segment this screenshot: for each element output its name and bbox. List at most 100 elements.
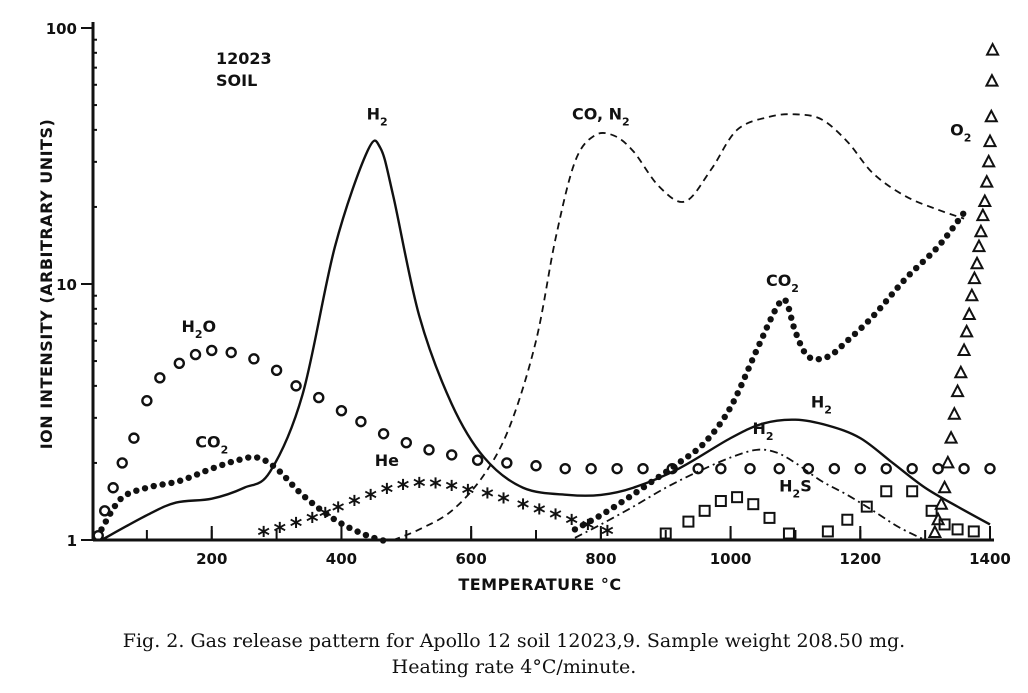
annotation-layer: H2 CO, N2 O2 CO2 H2 H2 H2S H2O CO2 He: [181, 104, 971, 500]
data-point: [315, 505, 323, 512]
data-point: [738, 381, 745, 389]
data-point: [400, 436, 413, 449]
series-so2: [659, 485, 980, 540]
data-point: [124, 490, 132, 498]
data-point: [530, 460, 542, 472]
series-h2: [100, 139, 991, 542]
data-point: [133, 487, 140, 494]
data-point: [940, 454, 955, 469]
data-point: [763, 324, 771, 331]
data-point: [880, 485, 893, 498]
data-point: [206, 344, 218, 357]
data-point: *: [290, 512, 303, 540]
data-point: [253, 454, 261, 461]
series-line: [100, 139, 991, 542]
data-point: [967, 270, 982, 285]
data-point: [116, 457, 128, 469]
data-point: [782, 527, 795, 540]
data-point: [864, 318, 872, 325]
data-point: [705, 435, 712, 442]
data-point: [854, 462, 866, 475]
data-point: [985, 41, 1000, 56]
caption-line-2: Heating rate 4°C/minute.: [391, 656, 637, 678]
series-label: CO2: [766, 271, 799, 295]
data-point: [831, 348, 839, 356]
data-point: [828, 462, 841, 475]
data-point: [744, 462, 756, 475]
data-point: [851, 330, 859, 338]
data-point: [782, 297, 789, 304]
data-point: *: [332, 497, 345, 525]
data-point: [107, 510, 114, 517]
data-point: [335, 404, 348, 417]
data-point: *: [549, 504, 562, 532]
data-point: [894, 284, 901, 291]
data-point: *: [445, 476, 458, 504]
data-point: [876, 305, 884, 312]
data-point: [377, 428, 390, 440]
data-point: [949, 225, 956, 232]
y-tick-label: 100: [46, 20, 77, 38]
data-point: [882, 298, 890, 305]
series-label: CO2: [195, 432, 228, 456]
data-point: [943, 429, 959, 444]
data-point: *: [582, 514, 595, 542]
data-point: [330, 515, 337, 523]
data-point: [977, 193, 992, 208]
sample-label: 12023 SOIL: [216, 49, 272, 90]
data-point: [973, 223, 989, 238]
data-point: [611, 462, 623, 475]
data-point: [585, 462, 597, 475]
x-tick-label: 200: [196, 550, 227, 568]
data-point: [934, 496, 949, 510]
data-point: [559, 462, 571, 475]
data-point: [767, 316, 774, 323]
data-point: [838, 342, 845, 350]
series-he: * * * * * * * * * * * * * * * * * * * * * *: [257, 472, 614, 549]
data-point: *: [533, 499, 546, 527]
data-point: [625, 494, 633, 501]
data-point: [637, 462, 649, 475]
data-point: [815, 355, 822, 363]
series-co2: [98, 454, 387, 544]
data-point: [225, 346, 237, 359]
data-point: [967, 525, 980, 538]
y-tick-label: 10: [56, 276, 77, 294]
data-point: [603, 508, 610, 516]
data-point: [953, 364, 968, 379]
data-point: [930, 511, 946, 526]
x-tick-label: 400: [326, 550, 357, 568]
data-point: [775, 300, 783, 307]
data-point: [471, 454, 484, 466]
series-label: H2: [811, 392, 832, 416]
data-point: [362, 531, 370, 539]
data-point: [982, 133, 998, 148]
data-point: *: [497, 488, 510, 516]
data-point: [932, 246, 939, 253]
data-point: [730, 398, 737, 405]
data-point: [185, 474, 192, 481]
data-point: [748, 357, 756, 364]
data-point: [937, 479, 952, 494]
data-point: [793, 331, 800, 339]
data-point: [785, 305, 793, 313]
x-tick-label: 800: [585, 550, 616, 568]
data-point: [858, 324, 865, 331]
data-point: [354, 528, 361, 535]
data-point: [871, 311, 878, 319]
data-point: [773, 462, 785, 475]
data-point: [806, 354, 814, 361]
data-point: [726, 406, 733, 413]
data-point: [595, 513, 602, 520]
series-layer: * * * * * * * * * * * * * * * * * * * * * *: [92, 41, 1000, 550]
data-point: [714, 495, 727, 508]
data-point: [698, 504, 711, 517]
series-line: [392, 113, 965, 541]
data-point: [938, 239, 945, 246]
data-point: [975, 207, 991, 222]
data-point: [270, 364, 283, 377]
data-point: [141, 395, 153, 407]
data-point: [685, 453, 692, 460]
data-point: [301, 493, 309, 501]
data-point: [802, 462, 815, 475]
